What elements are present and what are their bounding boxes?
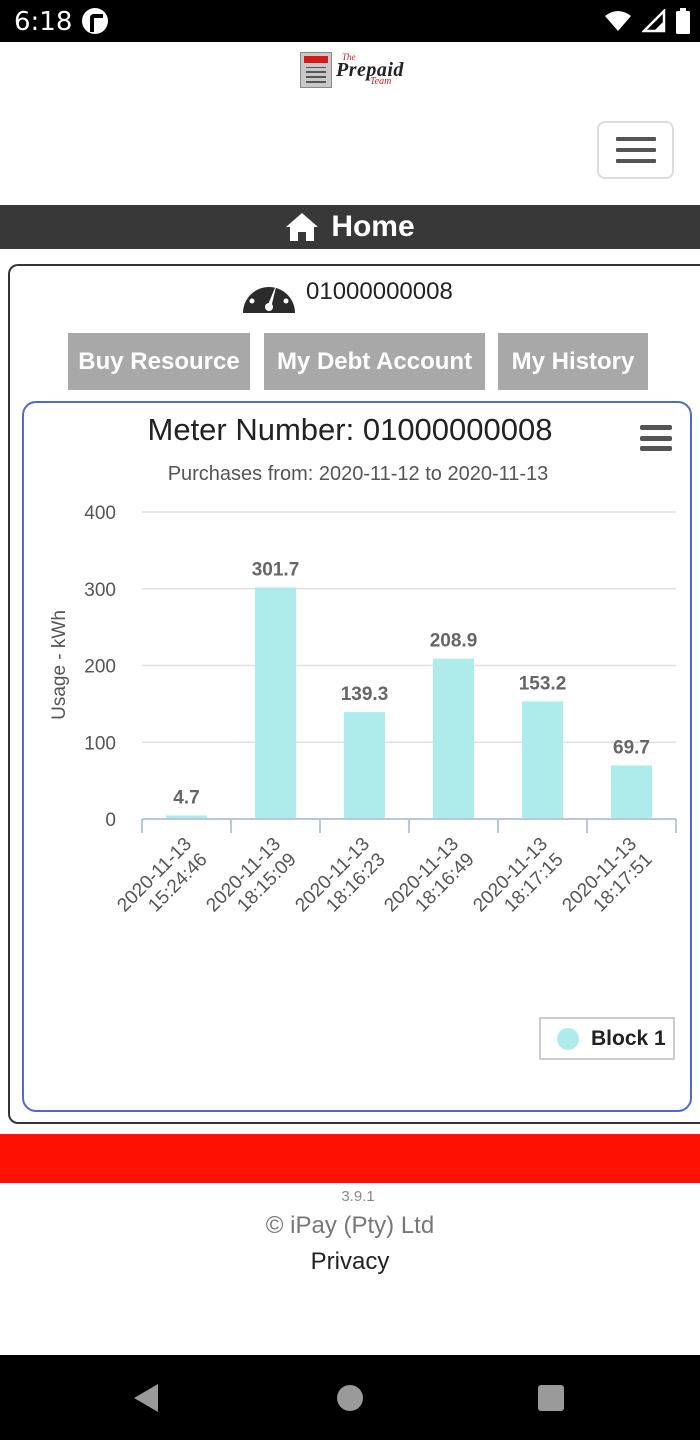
chart-menu-bar	[640, 435, 672, 441]
gauge-icon	[243, 277, 295, 313]
chart-legend[interactable]: Block 1	[539, 1017, 675, 1060]
app-badge-icon	[82, 8, 108, 34]
recents-icon[interactable]	[538, 1385, 564, 1411]
chart-title: Meter Number: 01000000008	[147, 412, 553, 447]
chart-subtitle: Purchases from: 2020-11-12 to 2020-11-13	[167, 463, 549, 485]
bar	[344, 712, 385, 819]
battery-icon	[676, 8, 690, 34]
status-bar: 6:18	[0, 0, 700, 42]
data-label: 208.9	[430, 631, 478, 652]
copyright-text: © iPay (Pty) Ltd	[265, 1212, 435, 1239]
chart-menu-bar	[640, 425, 672, 430]
legend-swatch	[557, 1027, 579, 1050]
bar	[166, 815, 207, 819]
y-tick-label: 0	[105, 810, 116, 831]
y-tick-label: 200	[84, 657, 116, 678]
menu-toggle-button[interactable]	[597, 121, 674, 179]
data-label: 69.7	[613, 738, 650, 759]
history-button[interactable]: My History	[498, 333, 648, 390]
debt-account-button[interactable]: My Debt Account	[264, 333, 485, 390]
signal-icon	[642, 9, 666, 33]
y-tick-label: 100	[84, 733, 116, 754]
y-tick-label: 400	[84, 503, 116, 524]
logo-prepaid: Prepaid	[336, 59, 404, 81]
logo-team: Team	[370, 76, 392, 87]
meter-summary: 01000000008	[240, 268, 453, 316]
bar	[255, 587, 296, 819]
legend-label: Block 1	[591, 1026, 666, 1050]
status-time: 6:18	[14, 7, 73, 37]
y-axis-label: Usage - kWh	[49, 610, 70, 720]
logo-the: The	[342, 52, 356, 62]
home-circle-icon[interactable]	[337, 1385, 363, 1411]
y-tick-label: 300	[84, 580, 116, 601]
data-label: 153.2	[519, 673, 567, 694]
app-version: 3.9.1	[341, 1188, 375, 1205]
bar	[433, 658, 474, 819]
bar	[611, 765, 652, 819]
meter-logo-icon	[300, 52, 332, 88]
back-icon[interactable]	[134, 1384, 158, 1412]
chart-menu-button[interactable]	[640, 425, 672, 451]
privacy-link[interactable]: Privacy	[310, 1248, 390, 1275]
chart-menu-bar	[640, 446, 672, 451]
menu-bar	[615, 148, 656, 152]
buy-resource-button[interactable]: Buy Resource	[68, 333, 250, 390]
home-icon	[286, 213, 319, 241]
brand-logo[interactable]: The Prepaid Team	[300, 50, 415, 90]
data-label: 139.3	[341, 684, 389, 705]
footer-band	[0, 1134, 700, 1183]
menu-bar	[615, 159, 656, 163]
main-panel	[8, 264, 700, 1124]
data-label: 301.7	[252, 559, 300, 580]
meter-number: 01000000008	[306, 278, 453, 305]
bar	[522, 701, 563, 819]
data-label: 4.7	[173, 787, 199, 808]
menu-bar	[615, 137, 656, 141]
page-header: Home	[0, 205, 700, 249]
page-title: Home	[331, 210, 415, 243]
wifi-icon	[605, 11, 631, 31]
system-icons	[604, 6, 690, 36]
